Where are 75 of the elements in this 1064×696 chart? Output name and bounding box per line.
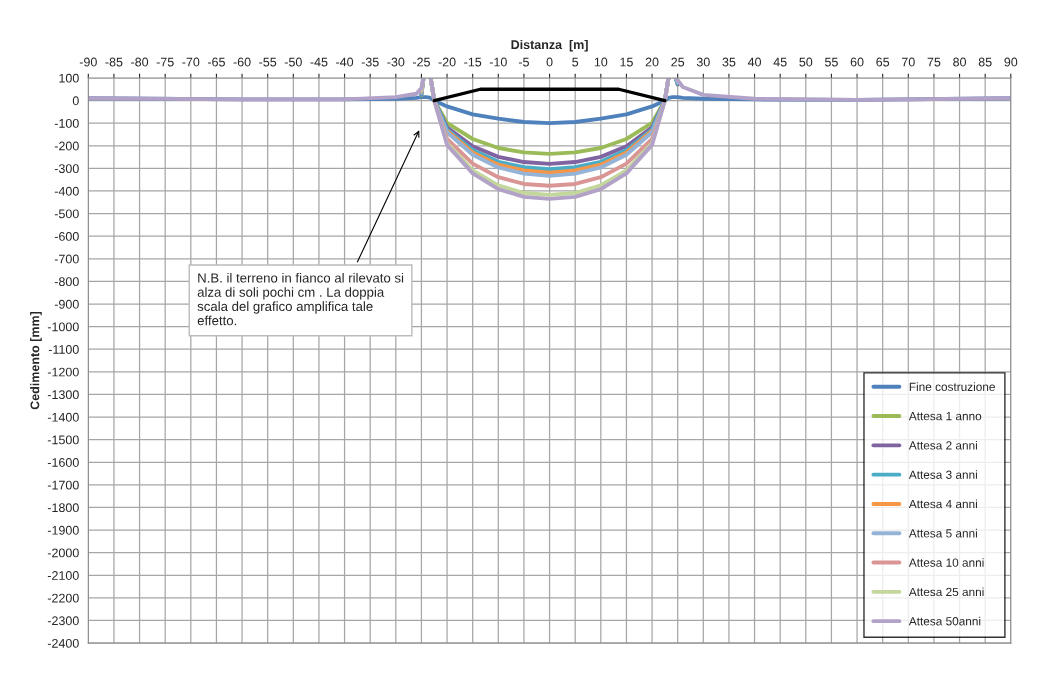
x-tick-label: 35 <box>722 57 736 67</box>
x-tick-label: -50 <box>284 57 302 67</box>
x-tick-label: 0 <box>546 57 553 67</box>
x-tick-label: -35 <box>361 57 379 67</box>
legend-label: Attesa 10 anni <box>908 558 984 567</box>
x-tick-label: 25 <box>671 57 685 67</box>
legend-label: Attesa 2 anni <box>908 440 977 450</box>
y-tick-label: -2200 <box>47 593 79 603</box>
x-tick-label: 80 <box>953 57 967 67</box>
x-tick-label: -30 <box>387 57 405 67</box>
x-tick-label: 50 <box>799 57 813 67</box>
x-tick-label: -55 <box>259 57 277 67</box>
x-tick-label: 40 <box>747 57 762 67</box>
legend-label: Fine costruzione <box>909 382 995 391</box>
y-tick-label: 0 <box>72 96 79 106</box>
legend-label: Attesa 5 anni <box>908 528 977 538</box>
y-tick-label: -1800 <box>47 503 79 513</box>
y-tick-label: -1000 <box>47 322 79 332</box>
legend-label: Attesa 25 anni <box>908 587 984 597</box>
x-tick-label: -80 <box>131 57 149 67</box>
legend-label: Attesa 1 anno <box>908 412 982 421</box>
x-tick-label: -20 <box>438 57 456 67</box>
y-tick-label: -1300 <box>47 390 79 400</box>
x-tick-label: 20 <box>645 57 659 67</box>
y-tick-label: -200 <box>54 141 79 151</box>
x-axis-title: Distanza [m] <box>511 39 588 52</box>
y-axis-title: Cedimento [mm] <box>30 311 42 410</box>
x-tick-label: 5 <box>572 57 579 67</box>
x-tick-label: 60 <box>850 57 864 67</box>
x-tick-label: -70 <box>182 57 200 67</box>
x-tick-label: 75 <box>927 57 941 67</box>
y-tick-label: -1100 <box>48 345 79 354</box>
x-tick-label: 70 <box>901 57 915 67</box>
x-tick-label: 30 <box>696 57 710 67</box>
y-tick-label: 100 <box>59 73 79 83</box>
x-tick-label: -10 <box>489 57 507 67</box>
x-tick-label: -45 <box>310 57 328 67</box>
x-tick-label: 90 <box>1004 57 1018 67</box>
annotation: N.B. il terreno in fianco al rilevato si alza di soli pochi cm . La doppia scala del grafico amplifica tale effetto. <box>197 272 404 326</box>
x-tick-label: -60 <box>233 57 251 67</box>
legend-label: Attesa 50anni <box>908 616 981 626</box>
y-tick-label: -1700 <box>47 480 79 490</box>
x-tick-label: -5 <box>518 57 529 67</box>
x-tick-label: -90 <box>79 57 97 67</box>
x-tick-label: 45 <box>773 57 787 67</box>
y-tick-label: -700 <box>54 254 79 264</box>
y-tick-label: -1900 <box>47 525 79 535</box>
x-tick-label: 55 <box>824 57 838 67</box>
y-tick-label: -1200 <box>47 367 79 377</box>
x-tick-label: 10 <box>594 57 608 67</box>
legend-label: Attesa 4 anni <box>908 499 977 509</box>
x-tick-label: 65 <box>876 57 890 67</box>
y-tick-label: -500 <box>54 209 79 219</box>
x-tick-label: -75 <box>156 57 174 67</box>
legend-label: Attesa 3 anni <box>908 470 977 479</box>
y-tick-label: -400 <box>54 186 79 196</box>
y-tick-label: -1400 <box>47 412 79 422</box>
y-tick-label: -2100 <box>47 571 79 580</box>
y-tick-label: -1600 <box>47 458 79 467</box>
y-tick-label: -2400 <box>47 638 79 648</box>
x-tick-label: -15 <box>464 57 482 67</box>
x-tick-label: -25 <box>412 57 430 67</box>
x-tick-label: 15 <box>620 57 633 67</box>
y-tick-label: -900 <box>54 299 79 309</box>
x-tick-label: -85 <box>105 57 123 67</box>
x-tick-label: 85 <box>978 57 992 67</box>
y-tick-label: -800 <box>54 277 79 287</box>
y-tick-label: -2000 <box>47 548 79 558</box>
y-tick-label: -100 <box>54 118 79 128</box>
x-tick-label: -40 <box>336 57 354 67</box>
y-tick-label: -1500 <box>47 435 79 445</box>
y-tick-label: -2300 <box>47 616 79 626</box>
y-tick-label: -300 <box>54 164 79 174</box>
x-tick-label: -65 <box>207 57 225 67</box>
y-tick-label: -600 <box>54 232 79 241</box>
